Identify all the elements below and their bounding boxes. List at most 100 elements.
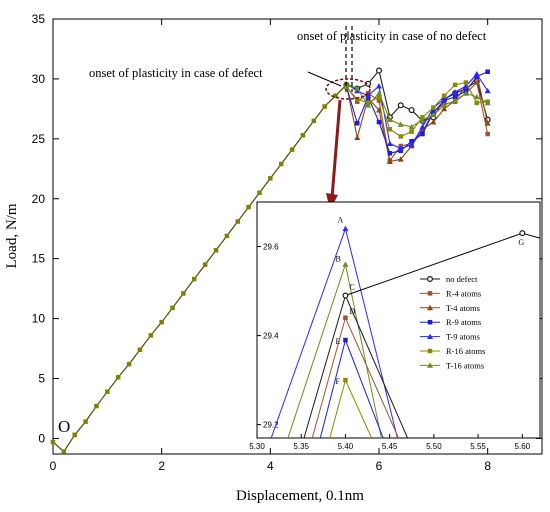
series-point [397,145,404,151]
inset-point [343,337,348,343]
series-point [452,82,458,88]
inset-point-label: A [337,216,343,225]
legend-swatch-marker [427,291,433,296]
linear-segment-marker [115,375,121,380]
inset-peak-line [344,264,382,438]
legend-label: R-16 atoms [446,346,485,356]
x-tick-label: 4 [267,459,274,473]
linear-segment-marker [50,439,56,445]
series-point [386,140,393,147]
inset-peak-line [344,228,398,438]
series-point [387,150,393,156]
inset-arrow [330,99,342,199]
series-point [398,134,403,139]
inset-points: A B C D E F G [335,216,526,386]
inset-zoom: 5.30 5.35 5.40 5.45 5.50 5.55 5.60 29.2 29.4 29.6… [249,201,541,451]
legend-swatch-marker [427,348,433,354]
linear-segment-marker [192,276,197,282]
legend-label: T-16 atoms [446,360,484,370]
inset-point [342,225,349,232]
inset-x-tick-label: 5.40 [338,442,354,451]
series-point [376,107,382,113]
inset-point [342,292,349,299]
annotation-pointer [307,71,342,87]
series-point [420,131,425,137]
series-point [431,105,436,110]
inset-point [342,261,349,267]
y-tick-label: 25 [32,132,46,146]
inset-peak-line [319,339,346,438]
linear-segment-marker [213,248,219,253]
inset-x-tick-label: 5.60 [515,442,531,451]
y-tick-label: 30 [32,72,46,86]
linear-segment-marker [268,176,273,181]
inset-no-defect-line [345,232,523,296]
series-point [441,96,448,102]
linear-segment-marker [94,403,99,409]
annotation-no-defect: onset of plasticity in case of no defect [297,29,487,43]
annotation-defect: onset of plasticity in case of defect [89,66,263,80]
series-point [452,89,459,95]
inset-x-tick-label: 5.30 [249,442,265,451]
series-point [365,102,372,108]
series-point [408,123,415,130]
linear-segment-marker [224,233,230,239]
x-tick-label: 6 [376,459,383,473]
inset-peak-line [329,379,346,438]
series-point [397,102,404,109]
linear-segment-marker [333,93,338,98]
linear-segment-marker [257,190,262,196]
linear-segment-line [52,84,347,453]
series-point [473,71,480,77]
series-point [376,98,382,103]
linear-segment-marker [278,161,284,167]
inset-point-label: B [335,254,340,263]
inset-ticks: 5.30 5.35 5.40 5.45 5.50 5.55 5.60 29.2 29.4 29.6 [249,243,530,451]
inset-peak-line [344,379,373,438]
series-point [355,121,360,126]
linear-segment-marker [322,104,327,109]
y-axis-label: Load, N/m [4,203,20,268]
legend-swatch-marker [427,362,433,368]
series-point [355,99,360,104]
series-point [365,92,372,99]
linear-segment-marker [311,118,317,124]
series-point [484,120,491,126]
plot-frame [52,18,543,455]
series-point [452,97,459,103]
series-point [419,116,426,123]
inset-peak-line [344,339,384,438]
series-point [441,93,447,98]
series-point [387,126,393,132]
linear-segment-marker [289,147,295,152]
series-point [474,100,480,106]
series-layer [50,67,491,454]
linear-segment-marker [235,219,240,224]
y-tick-label: 15 [32,252,46,266]
series-point [376,90,382,96]
inset-point-label: C [349,283,354,292]
series-point [430,119,437,125]
series-point [484,99,491,106]
linear-segment-marker [202,262,208,267]
legend: no defect R-4 atoms T-4 atoms R-9 atoms T-9 … [420,274,485,370]
linear-segment-marker [105,389,110,394]
inset-point-label: E [335,337,340,346]
series-point [474,80,480,85]
legend-label: R-9 atoms [446,317,481,327]
legend-swatch-marker [427,333,433,339]
inset-peak-line [311,317,346,438]
inset-peak-line [270,228,346,438]
inset-frame [256,201,541,439]
legend-label: R-4 atoms [446,288,481,298]
series-point [376,94,382,100]
legend-label: T-9 atoms [446,332,480,342]
inset-lines [270,228,540,438]
linear-segment-marker [83,419,88,424]
series-point [397,156,404,162]
linear-segment-marker [148,333,154,338]
inset-x-tick-label: 5.55 [470,442,486,451]
series-point [462,90,469,96]
series-point [441,102,448,108]
